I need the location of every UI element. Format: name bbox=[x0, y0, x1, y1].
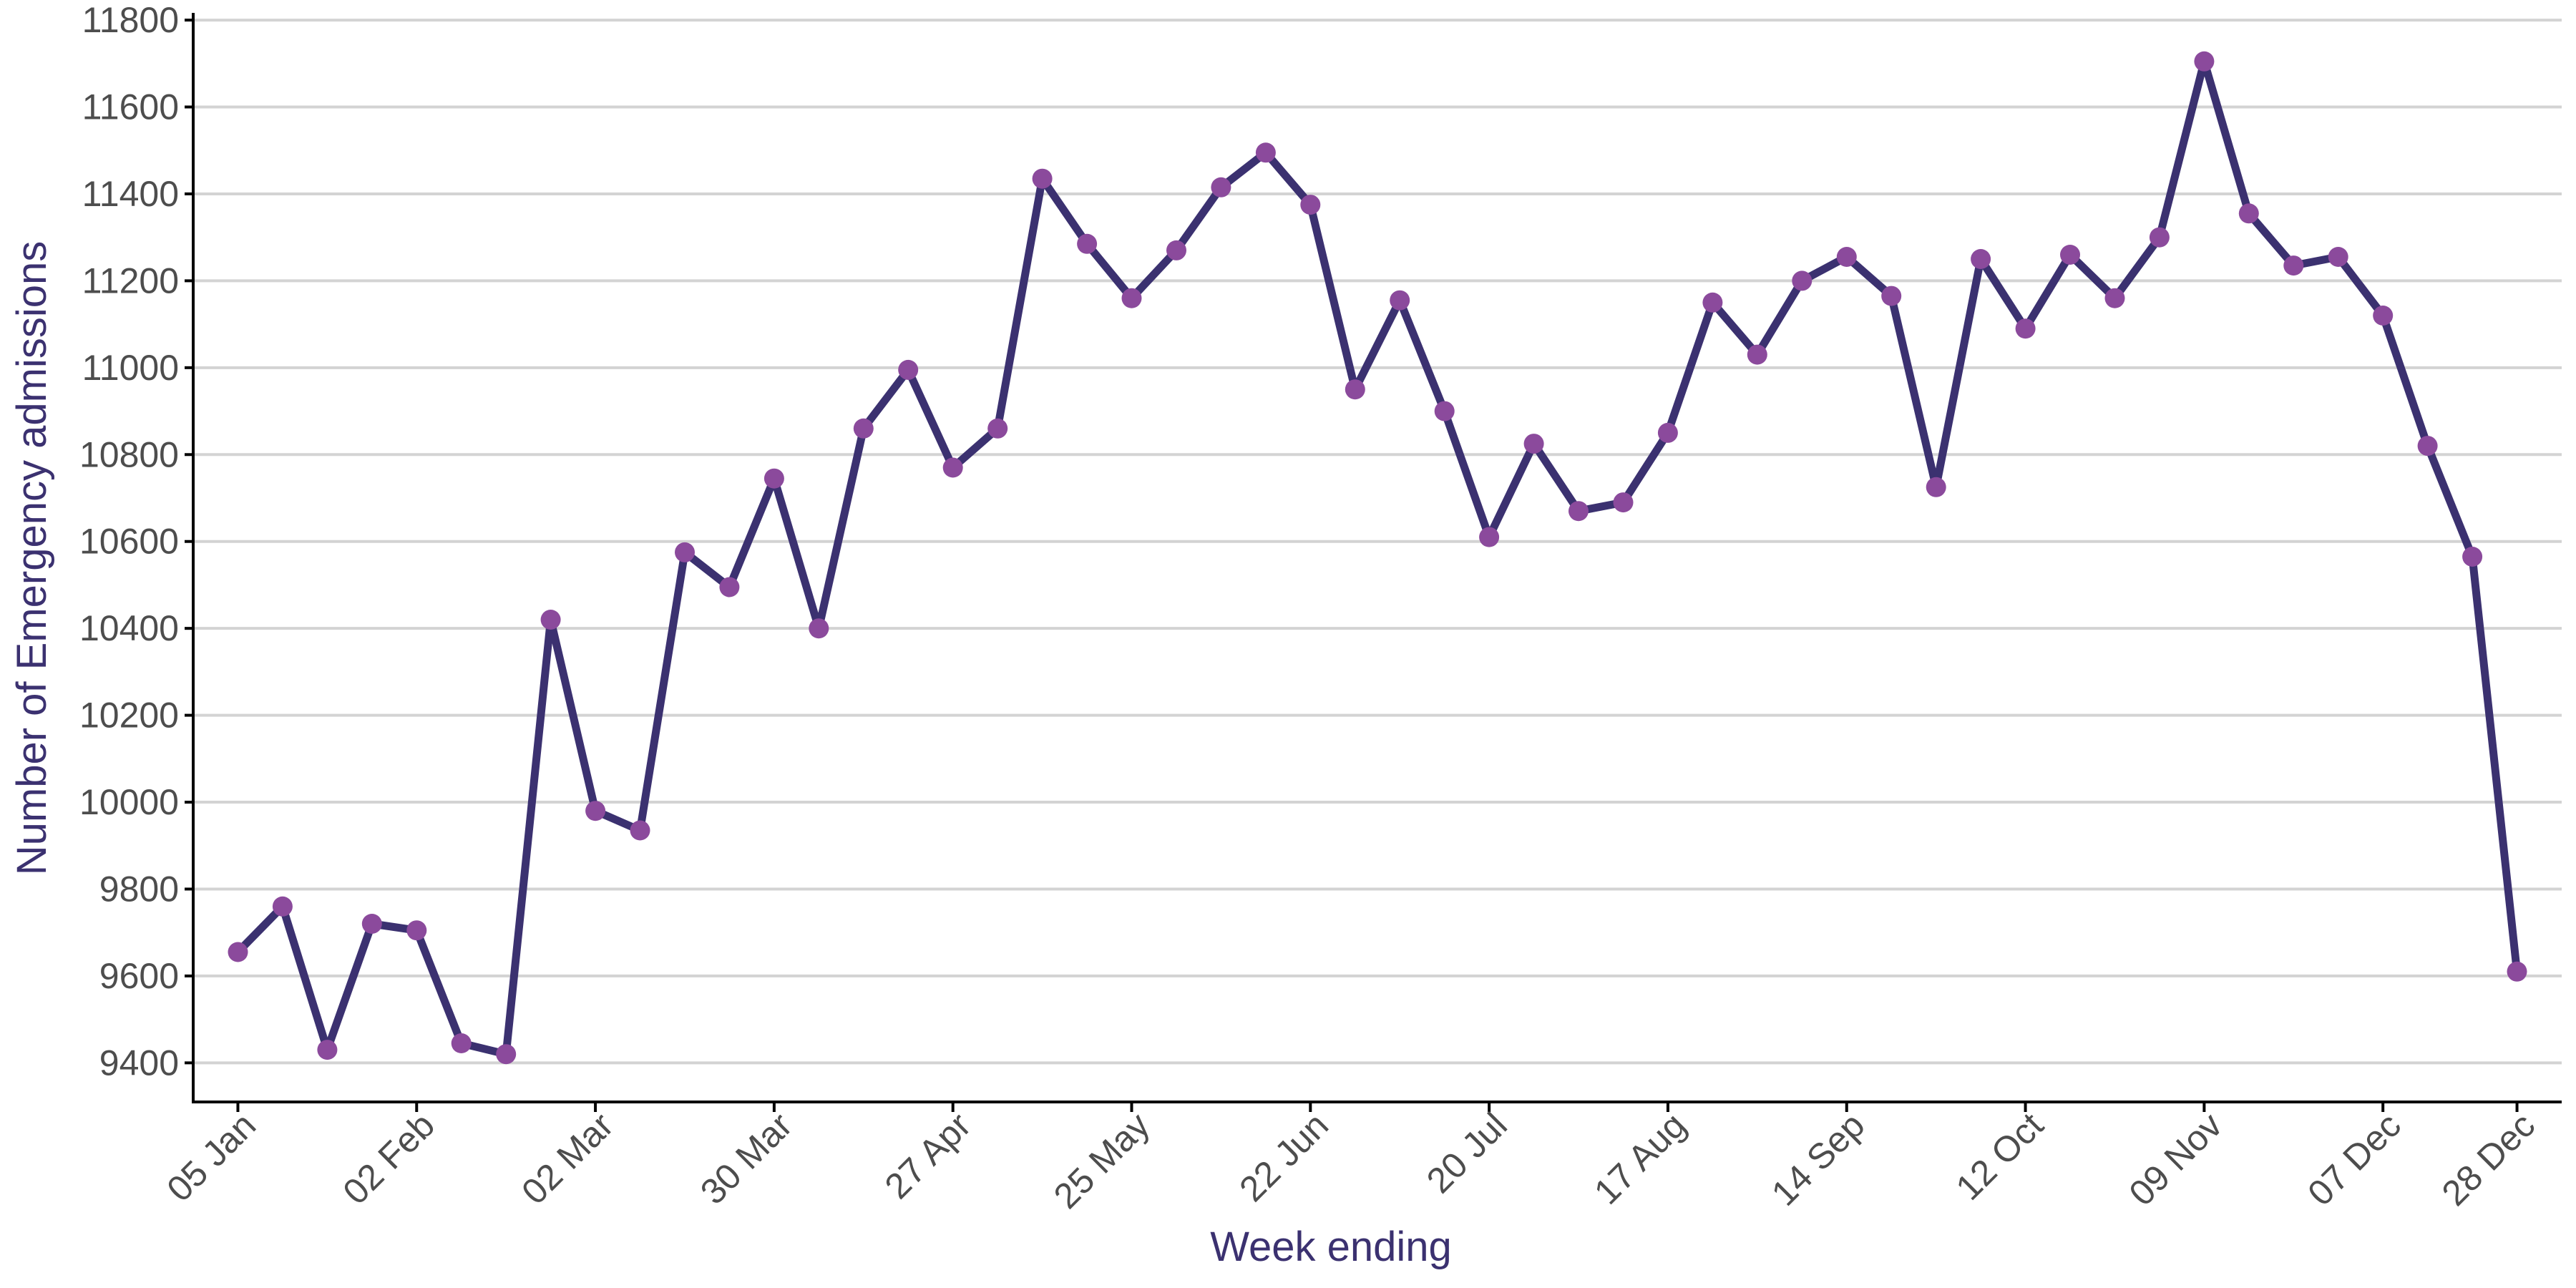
data-point bbox=[809, 618, 829, 639]
data-point bbox=[1792, 270, 1813, 291]
y-tick-label: 9600 bbox=[99, 956, 179, 996]
data-point bbox=[2104, 288, 2125, 308]
data-point bbox=[1077, 233, 1098, 254]
data-point bbox=[1971, 249, 1991, 269]
data-point bbox=[1613, 492, 1634, 513]
data-point bbox=[1121, 288, 1142, 308]
x-tick-label: 27 Apr bbox=[877, 1105, 979, 1206]
data-point bbox=[406, 920, 427, 941]
data-point bbox=[853, 418, 874, 439]
x-tick-label: 02 Feb bbox=[335, 1105, 442, 1212]
x-tick-label: 05 Jan bbox=[159, 1105, 263, 1209]
y-tick-label: 9800 bbox=[99, 869, 179, 909]
x-tick-label: 14 Sep bbox=[1764, 1105, 1873, 1214]
y-tick-label: 11400 bbox=[82, 174, 179, 214]
data-point bbox=[540, 610, 561, 630]
data-point bbox=[1747, 344, 1767, 365]
data-point bbox=[675, 542, 695, 562]
data-point bbox=[2507, 961, 2527, 982]
x-tick-label: 12 Oct bbox=[1948, 1105, 2051, 1208]
data-point bbox=[1479, 527, 1500, 547]
x-tick-label: 17 Aug bbox=[1586, 1105, 1694, 1212]
data-point bbox=[630, 820, 650, 841]
data-point bbox=[2283, 255, 2304, 276]
data-point bbox=[496, 1044, 517, 1065]
y-tick-label: 9400 bbox=[99, 1043, 179, 1083]
data-point bbox=[1300, 195, 1321, 215]
y-axis-ticks: 9400 9600 9800 10000 10200 10400 10600 10800 110… bbox=[79, 0, 193, 1083]
data-point bbox=[2060, 245, 2080, 265]
gridlines bbox=[193, 19, 2562, 1065]
y-tick-label: 10600 bbox=[79, 522, 179, 562]
data-point bbox=[1657, 422, 1678, 443]
data-point bbox=[1702, 292, 1723, 313]
data-point bbox=[1032, 168, 1053, 189]
y-tick-label: 10200 bbox=[79, 696, 179, 736]
data-point bbox=[272, 896, 293, 917]
x-axis-ticks: 05 Jan 02 Feb 02 Mar 30 Mar 27 Apr 25 May 22 J… bbox=[159, 1102, 2542, 1216]
data-point bbox=[1568, 501, 1589, 522]
data-point bbox=[1166, 240, 1186, 260]
data-point bbox=[1523, 434, 1544, 454]
y-tick-label: 11000 bbox=[82, 348, 179, 388]
y-tick-label: 11200 bbox=[82, 260, 179, 301]
x-tick-label: 22 Jun bbox=[1231, 1105, 1336, 1209]
x-axis-title: Week ending bbox=[1210, 1224, 1452, 1270]
y-tick-label: 10000 bbox=[79, 782, 179, 822]
data-point bbox=[1434, 401, 1455, 421]
data-point bbox=[2015, 318, 2036, 339]
data-point bbox=[1345, 379, 1365, 400]
data-point bbox=[2328, 247, 2348, 267]
data-point bbox=[2149, 227, 2170, 248]
x-tick-label: 07 Dec bbox=[2300, 1105, 2409, 1214]
data-point bbox=[585, 801, 606, 821]
data-point bbox=[2417, 436, 2438, 457]
data-point bbox=[942, 457, 963, 478]
data-point bbox=[719, 577, 740, 597]
x-tick-label: 02 Mar bbox=[514, 1105, 621, 1212]
data-point bbox=[451, 1033, 472, 1053]
series-line bbox=[234, 57, 2521, 1058]
data-point bbox=[1390, 290, 1410, 311]
data-point bbox=[1255, 142, 1276, 163]
data-point bbox=[1211, 177, 1231, 197]
data-point bbox=[898, 359, 919, 380]
y-axis-title: Number of Emergency admissions bbox=[9, 241, 55, 875]
data-point bbox=[2194, 51, 2215, 72]
data-point bbox=[228, 942, 248, 962]
x-tick-label: 20 Jul bbox=[1419, 1105, 1515, 1201]
data-point bbox=[987, 418, 1008, 439]
y-tick-label: 10800 bbox=[79, 434, 179, 474]
x-tick-label: 30 Mar bbox=[693, 1105, 800, 1212]
data-point bbox=[1836, 247, 1857, 267]
data-point bbox=[2238, 203, 2259, 224]
data-point bbox=[2462, 547, 2483, 567]
data-point bbox=[1926, 477, 1946, 497]
data-point bbox=[317, 1040, 338, 1060]
data-point bbox=[361, 914, 382, 934]
x-tick-label: 25 May bbox=[1046, 1105, 1158, 1216]
data-point bbox=[763, 468, 784, 489]
y-tick-label: 11600 bbox=[82, 87, 179, 127]
data-point bbox=[1881, 286, 1902, 306]
data-point bbox=[2373, 306, 2394, 326]
y-tick-label: 10400 bbox=[79, 608, 179, 648]
x-tick-label: 28 Dec bbox=[2434, 1105, 2543, 1214]
data-points bbox=[228, 51, 2527, 1065]
x-tick-label: 09 Nov bbox=[2122, 1105, 2230, 1214]
y-tick-label: 11800 bbox=[82, 0, 179, 40]
